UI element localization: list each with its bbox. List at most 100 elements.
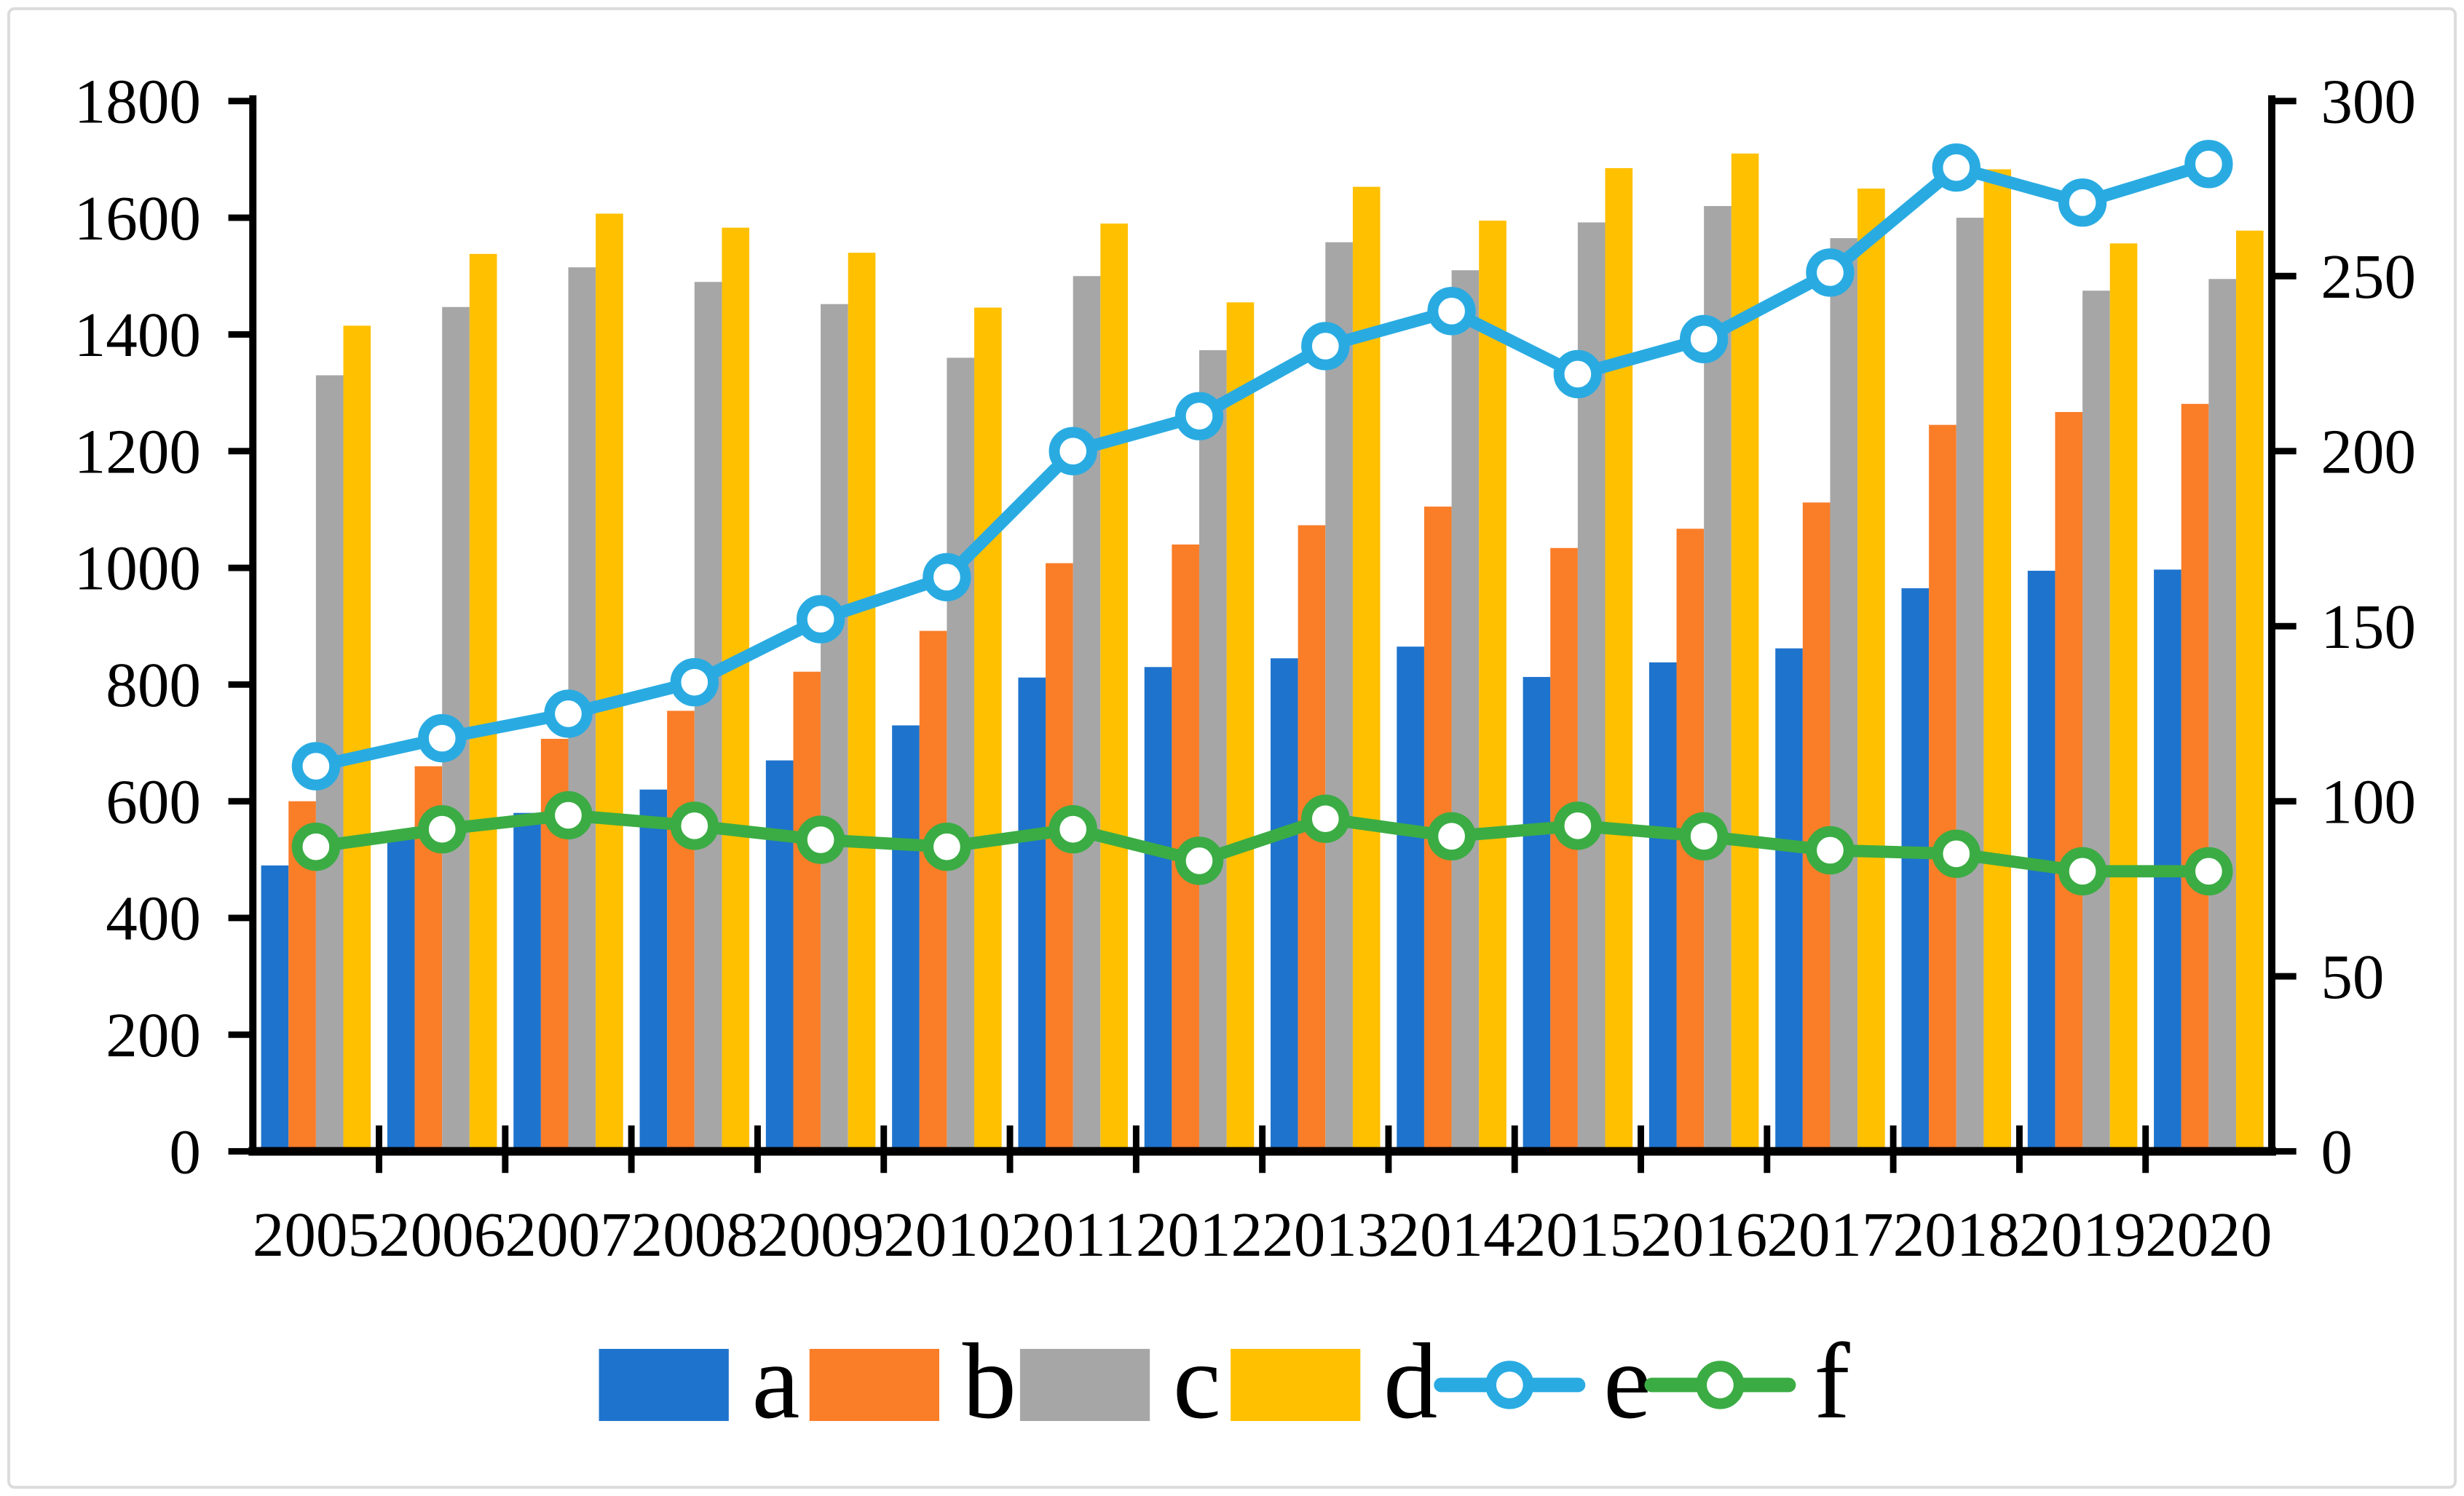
chart-figure: 0 200 400 600 800 1000 1200 1400 1600 1800 0 50 100 1… [7, 7, 2457, 1489]
x-axis-category-label: 2018 [1893, 1199, 2020, 1270]
legend-label-d: d [1383, 1322, 1437, 1441]
marker-e-2012 [1174, 392, 1224, 440]
marker-e-2009 [796, 595, 845, 644]
left-axis-tick-label: 1000 [74, 533, 201, 603]
marker-f-2019 [2058, 847, 2107, 896]
bar-b-2020 [2181, 403, 2209, 1152]
x-axis-category-label: 2012 [1136, 1199, 1263, 1270]
bar-a-2010 [892, 725, 920, 1152]
bar-a-2009 [765, 760, 794, 1152]
bar-c-2012 [1199, 350, 1227, 1152]
marker-e-2020 [2184, 140, 2233, 189]
right-axis-tick-label: 300 [2321, 66, 2416, 136]
bar-d-2005 [343, 325, 371, 1152]
marker-f-2007 [544, 791, 593, 840]
left-axis-tick-label: 1400 [74, 299, 201, 370]
marker-f-2016 [1679, 812, 1729, 860]
marker-e-2008 [670, 657, 719, 707]
marker-f-2005 [291, 823, 341, 871]
right-axis-tick-label: 150 [2321, 591, 2416, 662]
marker-f-2017 [1806, 826, 1855, 875]
left-axis-tick-label: 800 [106, 649, 201, 720]
bar-b-2015 [1550, 547, 1578, 1152]
marker-f-2012 [1174, 836, 1224, 885]
right-axis-tick-label: 100 [2321, 766, 2416, 836]
line-f [309, 809, 2215, 878]
bar-c-2008 [694, 282, 722, 1152]
legend-label-e: e [1603, 1322, 1651, 1441]
bar-a-2007 [513, 812, 541, 1152]
x-axis-category-label: 2009 [757, 1199, 884, 1270]
bar-c-2016 [1704, 206, 1731, 1152]
bar-b-2009 [793, 671, 821, 1152]
x-axis-category-label: 2020 [2145, 1199, 2272, 1270]
bar-a-2015 [1523, 676, 1551, 1152]
bar-c-2019 [2082, 290, 2110, 1152]
bar-c-2009 [821, 304, 848, 1152]
bar-d-2018 [1983, 169, 2012, 1152]
marker-e-2017 [1806, 248, 1855, 297]
left-axis-tick-label: 0 [169, 1116, 201, 1187]
x-axis-category-label: 2013 [1262, 1199, 1389, 1270]
bar-a-2020 [2154, 569, 2181, 1152]
marker-e-2019 [2058, 178, 2107, 227]
x-axis-category-label: 2017 [1766, 1199, 1893, 1270]
left-axis-tick-label: 200 [106, 1000, 201, 1070]
marker-f-2011 [1049, 804, 1097, 854]
legend-label-b: b [963, 1322, 1016, 1441]
x-axis-category-label: 2006 [379, 1199, 505, 1270]
bar-d-2008 [722, 227, 750, 1152]
marker-e-2013 [1301, 322, 1350, 371]
bar-c-2020 [2208, 279, 2236, 1152]
x-axis-category-label: 2007 [505, 1199, 631, 1270]
bar-d-2016 [1731, 153, 1759, 1152]
bar-b-2018 [1929, 424, 1956, 1152]
legend-marker-f [1696, 1361, 1745, 1409]
bar-d-2006 [469, 253, 497, 1152]
bar-a-2017 [1775, 648, 1803, 1152]
legend-swatch-c [1019, 1348, 1150, 1421]
bar-b-2010 [919, 630, 947, 1152]
bar-c-2011 [1073, 276, 1101, 1152]
x-axis-category-label: 2014 [1388, 1199, 1515, 1270]
legend-marker-e [1485, 1361, 1534, 1409]
bar-a-2006 [387, 839, 415, 1152]
bar-a-2008 [639, 789, 668, 1152]
bar-d-2015 [1605, 167, 1633, 1152]
bar-a-2013 [1271, 658, 1298, 1152]
x-axis-category-label: 2008 [631, 1199, 758, 1270]
marker-e-2016 [1679, 314, 1729, 363]
bar-a-2012 [1144, 667, 1172, 1152]
bar-d-2010 [974, 307, 1002, 1152]
x-axis-category-label: 2010 [883, 1199, 1010, 1270]
marker-f-2006 [418, 804, 467, 854]
legend-label-f: f [1814, 1322, 1850, 1441]
marker-f-2014 [1427, 812, 1476, 860]
marker-f-2009 [796, 815, 845, 864]
bar-a-2005 [261, 865, 289, 1152]
marker-e-2010 [923, 553, 971, 602]
bar-d-2020 [2235, 230, 2264, 1152]
x-axis-category-label: 2015 [1515, 1199, 1641, 1270]
marker-e-2014 [1427, 287, 1476, 336]
right-axis-tick-label: 250 [2321, 241, 2416, 312]
marker-e-2007 [544, 689, 593, 738]
legend-label-a: a [752, 1322, 800, 1441]
bar-c-2010 [947, 357, 975, 1152]
bar-b-2011 [1046, 563, 1073, 1152]
marker-e-2018 [1932, 143, 1981, 192]
bar-d-2014 [1479, 221, 1507, 1152]
right-axis-tick-label: 50 [2321, 941, 2384, 1012]
marker-e-2011 [1049, 427, 1097, 475]
marker-e-2006 [418, 713, 467, 763]
marker-f-2008 [670, 802, 719, 850]
bar-a-2016 [1648, 662, 1677, 1152]
right-axis-tick-label: 200 [2321, 416, 2416, 486]
bar-d-2011 [1100, 223, 1128, 1152]
left-axis-tick-label: 1200 [74, 416, 201, 486]
combo-chart: 0 200 400 600 800 1000 1200 1400 1600 1800 0 50 100 1… [74, 66, 2416, 1441]
x-axis-category-label: 2011 [1011, 1199, 1135, 1270]
legend-swatch-d [1231, 1348, 1361, 1421]
bar-a-2018 [1901, 588, 1930, 1152]
bar-c-2013 [1325, 242, 1353, 1152]
